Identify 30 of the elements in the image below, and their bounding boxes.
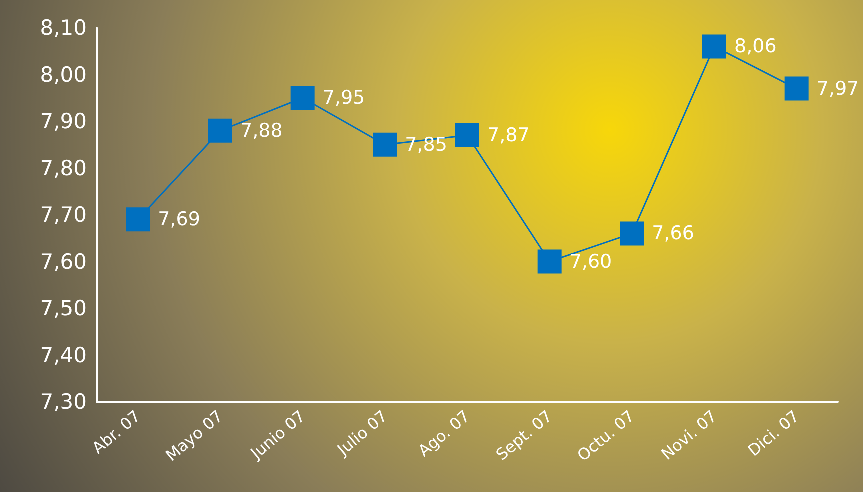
point [620, 222, 644, 246]
y-tick-label: 7,30 [40, 390, 87, 414]
y-tick-label: 7,40 [40, 343, 87, 368]
x-tick-label: Dici. 07 [744, 406, 803, 460]
y-tick-label: 7,60 [40, 250, 87, 274]
data-label: 8,06 [734, 36, 777, 58]
point [784, 76, 809, 101]
y-tick-label: 7,70 [40, 203, 87, 227]
point [538, 250, 562, 274]
y-tick-label: 8,10 [40, 16, 87, 40]
point [373, 132, 398, 157]
data-label: 7,88 [240, 120, 283, 142]
data-label: 7,85 [405, 134, 448, 156]
y-tick-label: 7,50 [40, 296, 87, 320]
data-label: 7,66 [652, 222, 694, 245]
y-tick-label: 8,00 [40, 62, 87, 87]
data-label: 7,69 [158, 208, 200, 231]
y-tick-label: 7,90 [40, 110, 87, 134]
data-label: 7,60 [570, 250, 612, 273]
data-label: 7,97 [816, 78, 860, 100]
y-tick-label: 7,80 [40, 156, 87, 180]
point [456, 124, 480, 148]
point [208, 118, 232, 143]
x-tick-label: Ago. 07 [414, 406, 474, 461]
point [702, 34, 726, 59]
point [290, 86, 315, 110]
data-label: 7,95 [322, 87, 366, 110]
point [126, 208, 150, 232]
x-tick-label: Abr. 07 [88, 406, 144, 458]
data-label: 7,87 [488, 124, 530, 147]
